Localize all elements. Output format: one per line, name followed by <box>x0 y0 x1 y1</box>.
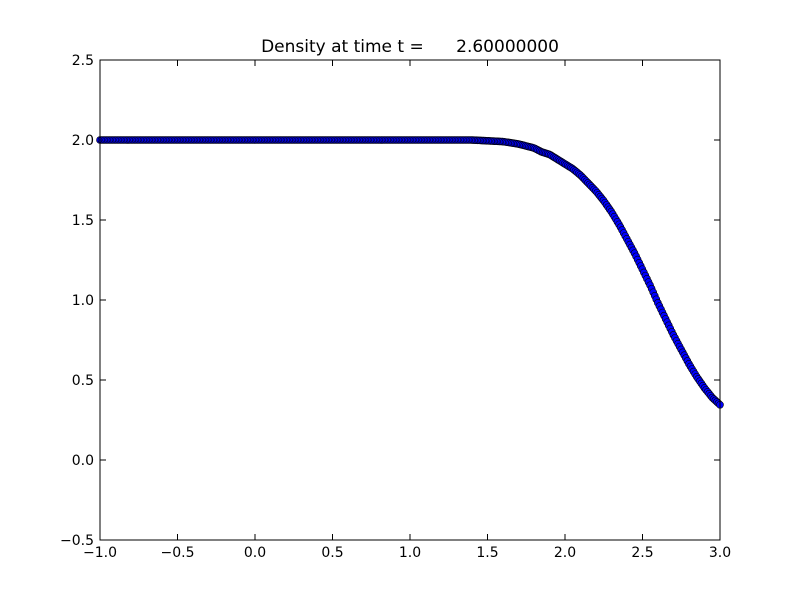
chart-title: Density at time t = 2.60000000 <box>261 37 559 57</box>
data-markers <box>96 136 724 409</box>
y-tick-label: 0.5 <box>72 373 94 389</box>
x-tick-label: 0.5 <box>321 545 343 561</box>
axis-ticks: −1.0 −0.5 0.0 0.5 1.0 1.5 2.0 2.5 3.0−0.50.00.51… <box>60 53 731 561</box>
x-tick-label: 2.5 <box>631 545 653 561</box>
x-tick-label: 0.0 <box>244 545 266 561</box>
y-tick-label: 0.0 <box>72 453 94 469</box>
y-tick-label: 2.5 <box>72 53 94 69</box>
x-tick-label: 1.0 <box>399 545 421 561</box>
plot-frame <box>99 59 721 541</box>
x-tick-label: −0.5 <box>161 545 195 561</box>
y-tick-label: 1.5 <box>72 213 94 229</box>
y-tick-label: 2.0 <box>72 133 94 149</box>
x-tick-label: 1.5 <box>476 545 498 561</box>
x-tick-label: 3.0 <box>709 545 731 561</box>
x-tick-label: −1.0 <box>83 545 117 561</box>
y-tick-label: −0.5 <box>60 533 94 549</box>
x-tick-label: 2.0 <box>554 545 576 561</box>
y-tick-label: 1.0 <box>72 293 94 309</box>
